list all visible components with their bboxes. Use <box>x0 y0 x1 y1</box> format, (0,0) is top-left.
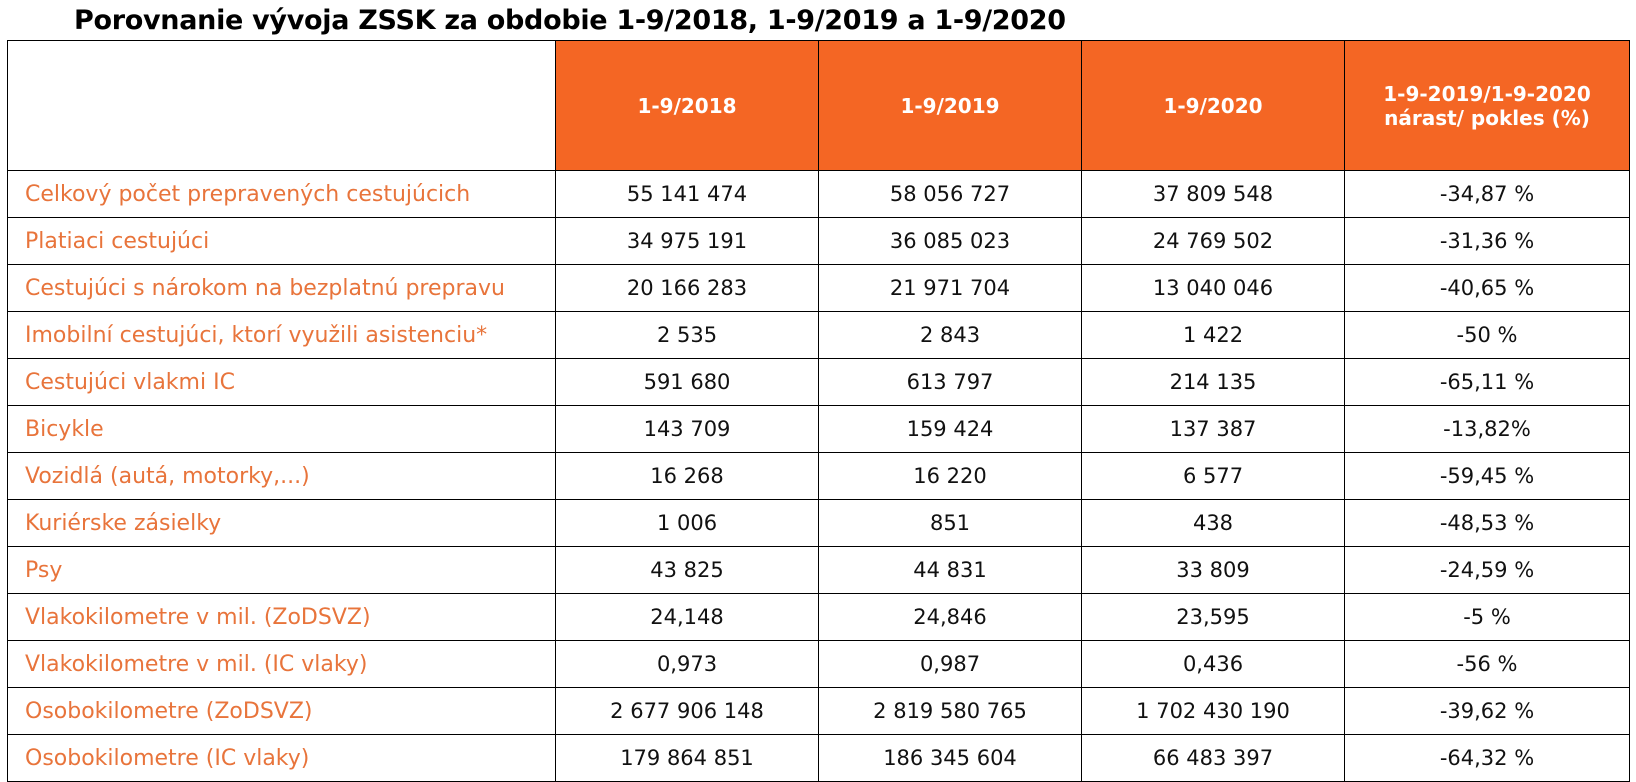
table-row: Platiaci cestujúci 34 975 191 36 085 023 24… <box>7 217 1630 265</box>
value-2020: 0,436 <box>1081 640 1345 688</box>
table-row: Osobokilometre (ZoDSVZ) 2 677 906 148 2 81… <box>7 687 1630 735</box>
value-2020: 6 577 <box>1081 452 1345 500</box>
value-change: -24,59 % <box>1344 546 1630 594</box>
value-2019: 851 <box>818 499 1082 547</box>
row-label: Imobilní cestujúci, ktorí využili asiste… <box>7 311 556 359</box>
table-row: Vlakokilometre v mil. (IC vlaky) 0,973 0,9… <box>7 640 1630 688</box>
value-2020: 37 809 548 <box>1081 170 1345 218</box>
column-header-2020: 1-9/2020 <box>1081 40 1345 171</box>
column-header-change: 1-9-2019/1-9-2020 nárast/ pokles (%) <box>1344 40 1630 171</box>
value-2020: 33 809 <box>1081 546 1345 594</box>
value-2020: 1 422 <box>1081 311 1345 359</box>
table-row: Cestujúci vlakmi IC 591 680 613 797 214 135… <box>7 358 1630 406</box>
table-row: Vozidlá (autá, motorky,...) 16 268 16 220 6… <box>7 452 1630 500</box>
value-2020: 137 387 <box>1081 405 1345 453</box>
value-change: -13,82% <box>1344 405 1630 453</box>
row-label: Psy <box>7 546 556 594</box>
row-label: Bicykle <box>7 405 556 453</box>
value-change: -50 % <box>1344 311 1630 359</box>
row-label: Osobokilometre (ZoDSVZ) <box>7 687 556 735</box>
table-header-row: 1-9/2018 1-9/2019 1-9/2020 1-9-2019/1-9-… <box>7 40 1630 171</box>
column-header-2018: 1-9/2018 <box>555 40 819 171</box>
value-change: -56 % <box>1344 640 1630 688</box>
value-2018: 2 535 <box>555 311 819 359</box>
value-change: -59,45 % <box>1344 452 1630 500</box>
table-row: Bicykle 143 709 159 424 137 387 -13,82% <box>7 405 1630 453</box>
value-2018: 1 006 <box>555 499 819 547</box>
row-label: Vlakokilometre v mil. (IC vlaky) <box>7 640 556 688</box>
value-2019: 36 085 023 <box>818 217 1082 265</box>
table-row: Cestujúci s nárokom na bezplatnú preprav… <box>7 264 1630 312</box>
column-header-2019: 1-9/2019 <box>818 40 1082 171</box>
row-label: Platiaci cestujúci <box>7 217 556 265</box>
value-2019: 613 797 <box>818 358 1082 406</box>
table-row: Osobokilometre (IC vlaky) 179 864 851 186 … <box>7 734 1630 782</box>
value-2020: 13 040 046 <box>1081 264 1345 312</box>
page-title: Porovnanie vývoja ZSSK za obdobie 1-9/20… <box>74 5 1066 36</box>
header-corner-cell <box>7 40 556 171</box>
value-2019: 24,846 <box>818 593 1082 641</box>
row-label: Celkový počet prepravených cestujúcich <box>7 170 556 218</box>
value-2018: 179 864 851 <box>555 734 819 782</box>
table-row: Psy 43 825 44 831 33 809 -24,59 % <box>7 546 1630 594</box>
value-2018: 2 677 906 148 <box>555 687 819 735</box>
value-2019: 16 220 <box>818 452 1082 500</box>
value-2018: 16 268 <box>555 452 819 500</box>
table-body: Celkový počet prepravených cestujúcich 55… <box>7 170 1630 782</box>
value-2019: 159 424 <box>818 405 1082 453</box>
value-2019: 58 056 727 <box>818 170 1082 218</box>
value-2019: 186 345 604 <box>818 734 1082 782</box>
value-2019: 0,987 <box>818 640 1082 688</box>
value-2018: 591 680 <box>555 358 819 406</box>
value-2020: 438 <box>1081 499 1345 547</box>
value-2019: 2 819 580 765 <box>818 687 1082 735</box>
value-change: -65,11 % <box>1344 358 1630 406</box>
row-label: Kuriérske zásielky <box>7 499 556 547</box>
value-2020: 214 135 <box>1081 358 1345 406</box>
value-2020: 23,595 <box>1081 593 1345 641</box>
value-2018: 55 141 474 <box>555 170 819 218</box>
table-row: Celkový počet prepravených cestujúcich 55… <box>7 170 1630 218</box>
value-change: -34,87 % <box>1344 170 1630 218</box>
value-2019: 21 971 704 <box>818 264 1082 312</box>
table-row: Vlakokilometre v mil. (ZoDSVZ) 24,148 24,8… <box>7 593 1630 641</box>
value-2019: 44 831 <box>818 546 1082 594</box>
table-row: Imobilní cestujúci, ktorí využili asiste… <box>7 311 1630 359</box>
row-label: Osobokilometre (IC vlaky) <box>7 734 556 782</box>
value-2020: 66 483 397 <box>1081 734 1345 782</box>
value-change: -40,65 % <box>1344 264 1630 312</box>
table-row: Kuriérske zásielky 1 006 851 438 -48,53 % <box>7 499 1630 547</box>
value-change: -5 % <box>1344 593 1630 641</box>
value-2018: 24,148 <box>555 593 819 641</box>
row-label: Vlakokilometre v mil. (ZoDSVZ) <box>7 593 556 641</box>
row-label: Vozidlá (autá, motorky,...) <box>7 452 556 500</box>
value-2018: 20 166 283 <box>555 264 819 312</box>
value-2018: 43 825 <box>555 546 819 594</box>
row-label: Cestujúci vlakmi IC <box>7 358 556 406</box>
value-change: -39,62 % <box>1344 687 1630 735</box>
value-2018: 143 709 <box>555 405 819 453</box>
value-2018: 0,973 <box>555 640 819 688</box>
row-label: Cestujúci s nárokom na bezplatnú preprav… <box>7 264 556 312</box>
value-2020: 24 769 502 <box>1081 217 1345 265</box>
value-change: -48,53 % <box>1344 499 1630 547</box>
value-2018: 34 975 191 <box>555 217 819 265</box>
value-change: -31,36 % <box>1344 217 1630 265</box>
value-change: -64,32 % <box>1344 734 1630 782</box>
value-2020: 1 702 430 190 <box>1081 687 1345 735</box>
comparison-table: 1-9/2018 1-9/2019 1-9/2020 1-9-2019/1-9-… <box>7 40 1630 782</box>
value-2019: 2 843 <box>818 311 1082 359</box>
